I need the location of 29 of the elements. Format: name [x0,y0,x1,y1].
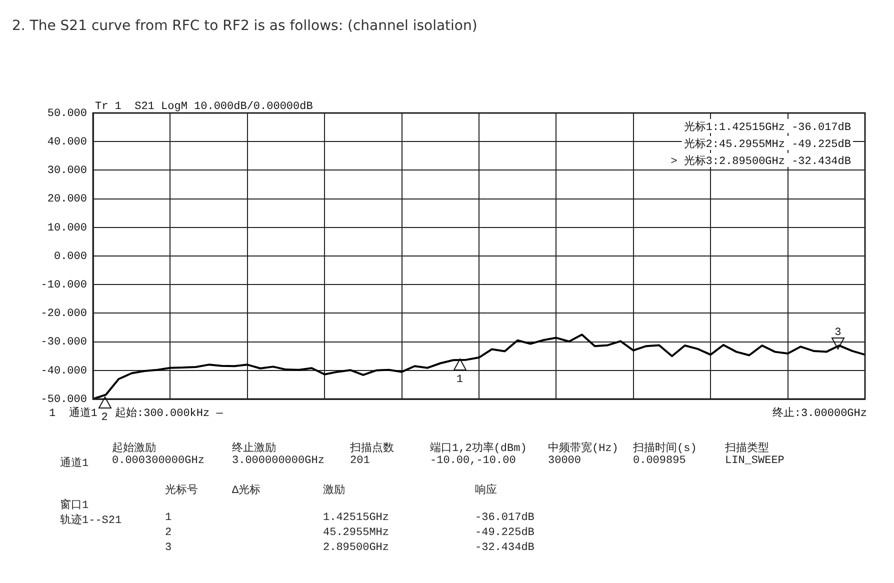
text: 2 45.2955MHz -49.225dB [165,527,534,539]
annotation: Tr 1 S21 LogM 10.000dB/0.00000dB [95,101,314,113]
y-tick-label: -10.000 [40,280,87,292]
text: 通道1 0.000300000GHz 3.000000000GHz 201 -10.00,-10.00 30000 0.009895 LIN_SWEEP [60,455,784,470]
chart-title: 2. The S21 curve from RFC to RF2 is as follows: (channel isolation) [12,18,478,34]
y-tick-label: 40.000 [47,136,87,149]
text: 1 通道1 [49,406,98,420]
text: 3 2.89500GHz -32.434dB [165,542,534,554]
text: 起始:300.000kHz — [115,407,224,420]
text: 轨迹1--S21 1 1.42515GHz -36.017dB [60,512,534,527]
y-tick-label: 0.000 [54,250,87,263]
annotation: 3 [834,326,842,339]
y-tick-label: -30.000 [40,336,87,349]
y-tick-label: -50.000 [40,394,87,406]
text: 光标号 Δ光标 激励 响应 [165,485,497,497]
y-tick-label: 10.000 [47,222,87,234]
annotation: > 光标3:2.89500GHz -32.434dB [670,154,852,168]
y-tick-label: -40.000 [40,365,87,378]
annotation: 2 [101,412,108,424]
annotation: 光标2:45.2955MHz -49.225dB [684,137,852,151]
annotation: 1 [456,374,464,386]
y-tick-label: 50.000 [47,108,87,120]
annotation: 光标1:1.42515GHz -36.017dB [684,120,852,134]
text: 窗口1 [60,498,89,512]
text: 起始激励 终止激励 扫描点数 端口1,2功率(dBm) 中频带宽(Hz) 扫描时间(s) 扫描类型 [112,443,769,455]
y-tick-label: -20.000 [40,308,87,320]
y-tick-label: 20.000 [47,194,87,206]
y-tick-label: 30.000 [47,165,87,178]
text: 终止:3.00000GHz [772,406,867,420]
